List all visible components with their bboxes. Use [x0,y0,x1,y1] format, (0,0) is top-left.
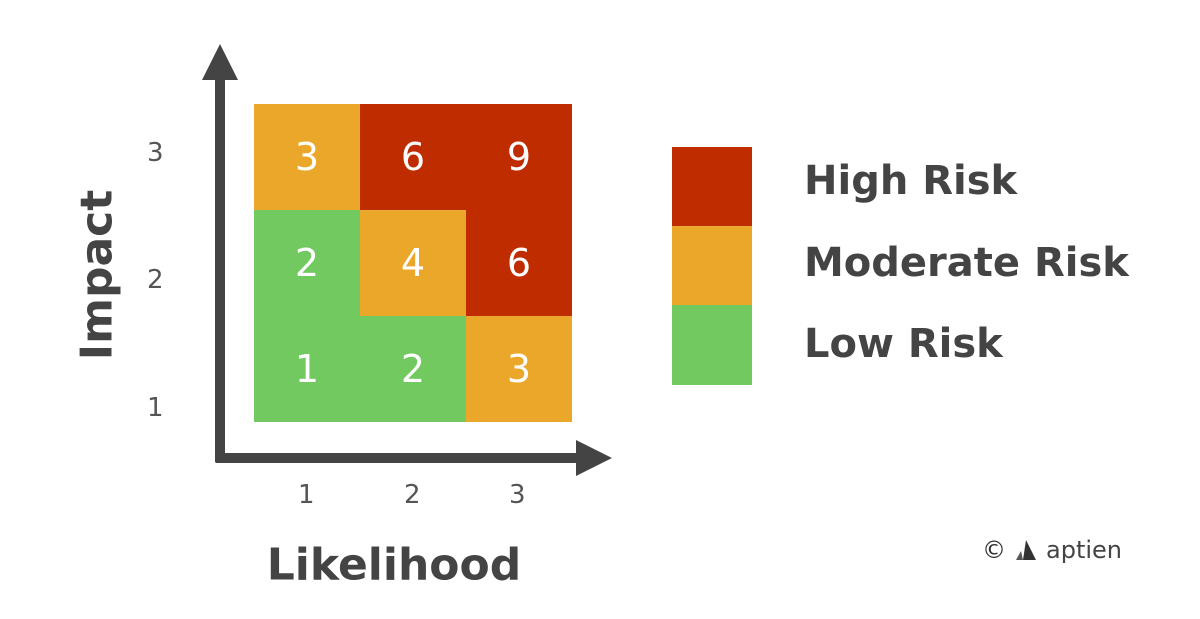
y-axis-title: Impact [71,189,123,361]
matrix-cell-impact2-likelihood3: 6 [466,210,572,316]
matrix-cell-impact1-likelihood2: 2 [360,316,466,422]
brand-name: aptien [1046,536,1122,564]
x-tick-1: 1 [298,480,315,510]
matrix-cell-impact1-likelihood3: 3 [466,316,572,422]
legend-swatch-moderate [672,226,752,306]
x-tick-3: 3 [509,480,526,510]
copyright-symbol: © [982,536,1006,564]
matrix-cell-impact3-likelihood3: 9 [466,104,572,210]
matrix-cell-impact2-likelihood1: 2 [254,210,360,316]
x-axis-title: Likelihood [266,539,522,591]
legend-swatch-low [672,305,752,385]
matrix-cell-impact1-likelihood1: 1 [254,316,360,422]
y-tick-2: 2 [147,265,164,295]
legend-label-high: High Risk [804,158,1018,204]
aptien-logo-icon [1016,540,1036,560]
x-axis-arrow-icon [576,440,612,476]
legend-label-low: Low Risk [804,321,1003,367]
matrix-cell-impact3-likelihood2: 6 [360,104,466,210]
y-axis-arrow-icon [202,44,238,80]
x-axis-line [215,453,580,463]
matrix-cell-impact2-likelihood2: 4 [360,210,466,316]
legend-label-moderate: Moderate Risk [804,240,1129,286]
y-axis-line [215,78,225,463]
matrix-cell-impact3-likelihood1: 3 [254,104,360,210]
x-tick-2: 2 [404,480,421,510]
y-tick-1: 1 [147,393,164,423]
y-tick-3: 3 [147,138,164,168]
legend-swatch-high [672,147,752,227]
copyright-notice: © aptien [982,536,1122,564]
